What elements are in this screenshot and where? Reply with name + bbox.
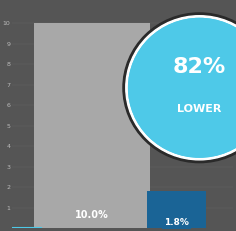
Text: 10.0%: 10.0% [75, 210, 109, 220]
Text: 82%: 82% [173, 57, 226, 77]
Text: 1.8%: 1.8% [164, 218, 189, 227]
Text: LOWER: LOWER [177, 103, 222, 114]
Bar [34, 23, 150, 228]
Bar [147, 191, 206, 228]
